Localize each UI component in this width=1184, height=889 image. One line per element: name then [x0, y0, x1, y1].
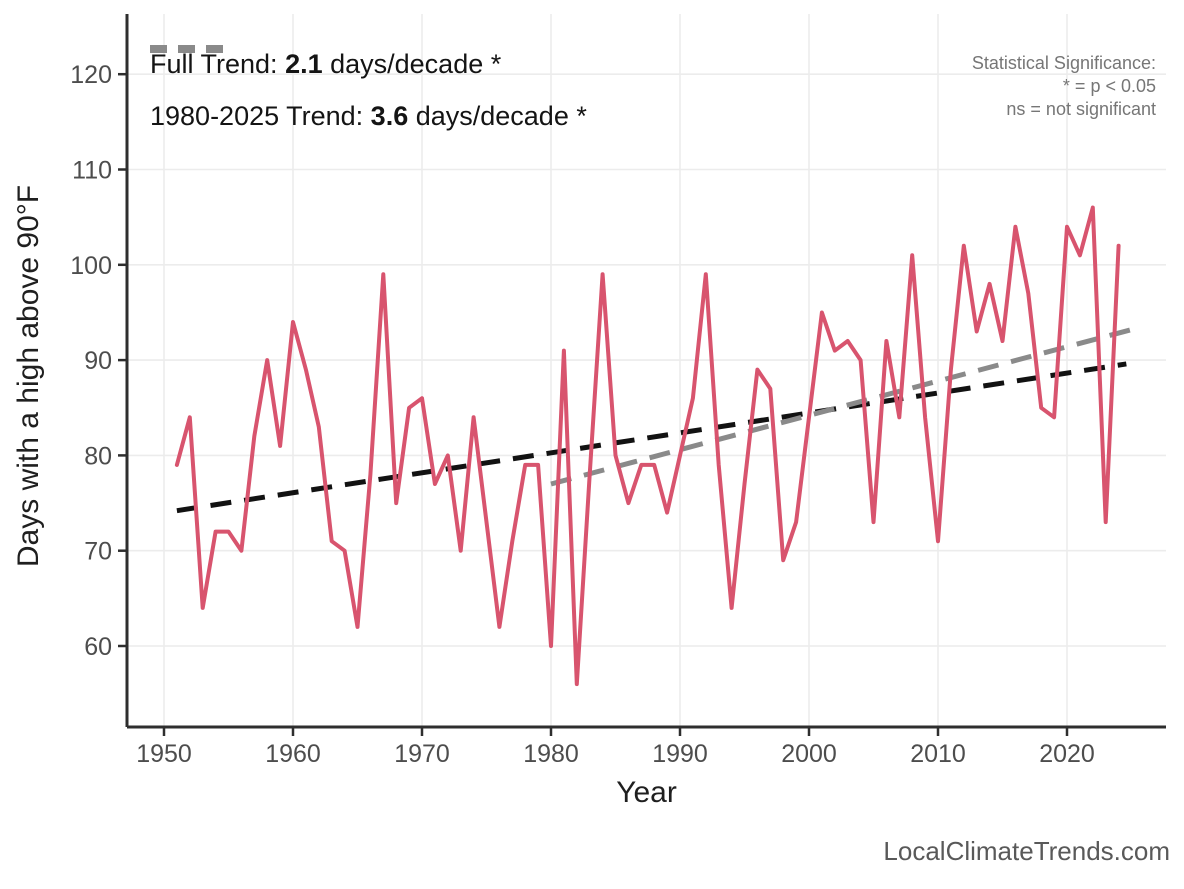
y-tick-label-80: 80 [84, 442, 112, 470]
significance-note-star: * = p < 0.05 [1062, 76, 1156, 96]
x-tick-label-2020: 2020 [1039, 740, 1095, 768]
1980-2025-trend-line [550, 327, 1133, 487]
full-trend-line [176, 361, 1127, 514]
x-tick-label-2000: 2000 [781, 740, 837, 768]
legend-label-recent-trend: 1980-2025 Trend: 3.6 days/decade * [150, 100, 587, 131]
full-trend-value: 2.1 [285, 48, 323, 79]
y-tick-label-70: 70 [84, 538, 112, 566]
y-tick-label-60: 60 [84, 633, 112, 661]
y-tick-label-100: 100 [70, 252, 112, 280]
significance-note-ns: ns = not significant [1006, 99, 1156, 119]
y-tick-label-120: 120 [70, 61, 112, 89]
significance-note-title: Statistical Significance: [971, 53, 1156, 73]
legend-item-1980-2025-trend: 1980-2025 Trend: 3.6 days/decade * [150, 45, 587, 136]
x-axis-title: Year [616, 776, 677, 809]
significance-note: Statistical Significance: * = p < 0.05 n… [972, 52, 1156, 121]
x-tick-label-1990: 1990 [652, 740, 708, 768]
x-tick-label-1970: 1970 [394, 740, 450, 768]
recent-trend-dash-icon [150, 45, 226, 53]
recent-trend-value: 3.6 [370, 100, 409, 131]
y-tick-label-110: 110 [72, 157, 112, 185]
y-axis-title: Days with a high above 90°F [12, 184, 45, 568]
days-above-90-series-line [174, 205, 1121, 687]
watermark: LocalClimateTrends.com [883, 836, 1170, 866]
legend-label-full-trend: Full Trend: 2.1 days/decade * [150, 48, 502, 79]
x-tick-label-2010: 2010 [910, 740, 966, 768]
legend: Full Trend: 2.1 days/decade * 1980-2025 … [150, 44, 587, 148]
x-tick-label-1980: 1980 [523, 740, 579, 768]
y-tick-label-90: 90 [84, 347, 112, 375]
x-tick-label-1960: 1960 [265, 740, 321, 768]
x-tick-label-1950: 1950 [136, 740, 192, 768]
